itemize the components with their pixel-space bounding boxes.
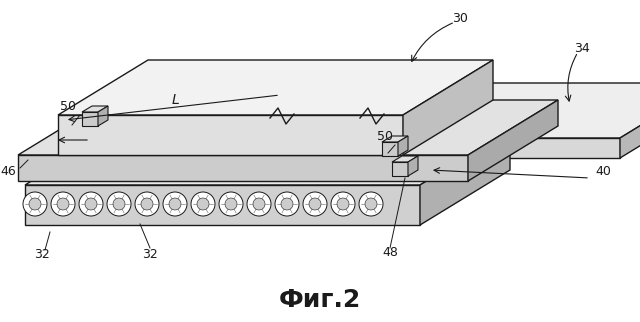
Polygon shape — [420, 130, 510, 225]
Circle shape — [85, 198, 97, 210]
Polygon shape — [382, 136, 408, 142]
Circle shape — [225, 198, 237, 210]
Polygon shape — [382, 142, 398, 156]
Text: L: L — [171, 93, 179, 107]
Circle shape — [197, 198, 209, 210]
Circle shape — [281, 198, 293, 210]
Circle shape — [303, 192, 327, 216]
Circle shape — [191, 192, 215, 216]
Polygon shape — [58, 115, 403, 155]
Polygon shape — [620, 83, 640, 158]
Polygon shape — [398, 136, 408, 156]
Polygon shape — [220, 138, 620, 158]
Circle shape — [141, 198, 153, 210]
Circle shape — [359, 192, 383, 216]
Polygon shape — [98, 106, 108, 126]
Polygon shape — [392, 156, 418, 162]
Polygon shape — [468, 100, 558, 181]
Circle shape — [309, 198, 321, 210]
Circle shape — [163, 192, 187, 216]
Circle shape — [135, 192, 159, 216]
Circle shape — [331, 192, 355, 216]
Polygon shape — [25, 130, 510, 185]
Polygon shape — [18, 100, 558, 155]
Circle shape — [247, 192, 271, 216]
Circle shape — [253, 198, 265, 210]
Polygon shape — [18, 155, 468, 181]
Circle shape — [337, 198, 349, 210]
Polygon shape — [403, 60, 493, 155]
Circle shape — [23, 192, 47, 216]
Circle shape — [169, 198, 181, 210]
Polygon shape — [220, 83, 640, 138]
Polygon shape — [392, 162, 408, 176]
Text: 34: 34 — [574, 42, 590, 54]
Circle shape — [51, 192, 75, 216]
Polygon shape — [58, 60, 493, 115]
Polygon shape — [82, 112, 98, 126]
Text: 50: 50 — [60, 100, 76, 113]
Circle shape — [29, 198, 41, 210]
Text: Фиг.2: Фиг.2 — [279, 288, 361, 312]
Text: 30: 30 — [452, 12, 468, 24]
Text: 32: 32 — [34, 248, 50, 261]
Polygon shape — [82, 106, 108, 112]
Circle shape — [365, 198, 377, 210]
Polygon shape — [25, 185, 420, 225]
Text: 50: 50 — [377, 130, 393, 143]
Text: 32: 32 — [142, 248, 158, 261]
Circle shape — [107, 192, 131, 216]
Polygon shape — [408, 156, 418, 176]
Circle shape — [79, 192, 103, 216]
Circle shape — [113, 198, 125, 210]
Text: 46: 46 — [0, 165, 16, 178]
Text: 48: 48 — [382, 246, 398, 259]
Circle shape — [219, 192, 243, 216]
Circle shape — [275, 192, 299, 216]
Text: 40: 40 — [595, 165, 611, 178]
Circle shape — [57, 198, 69, 210]
